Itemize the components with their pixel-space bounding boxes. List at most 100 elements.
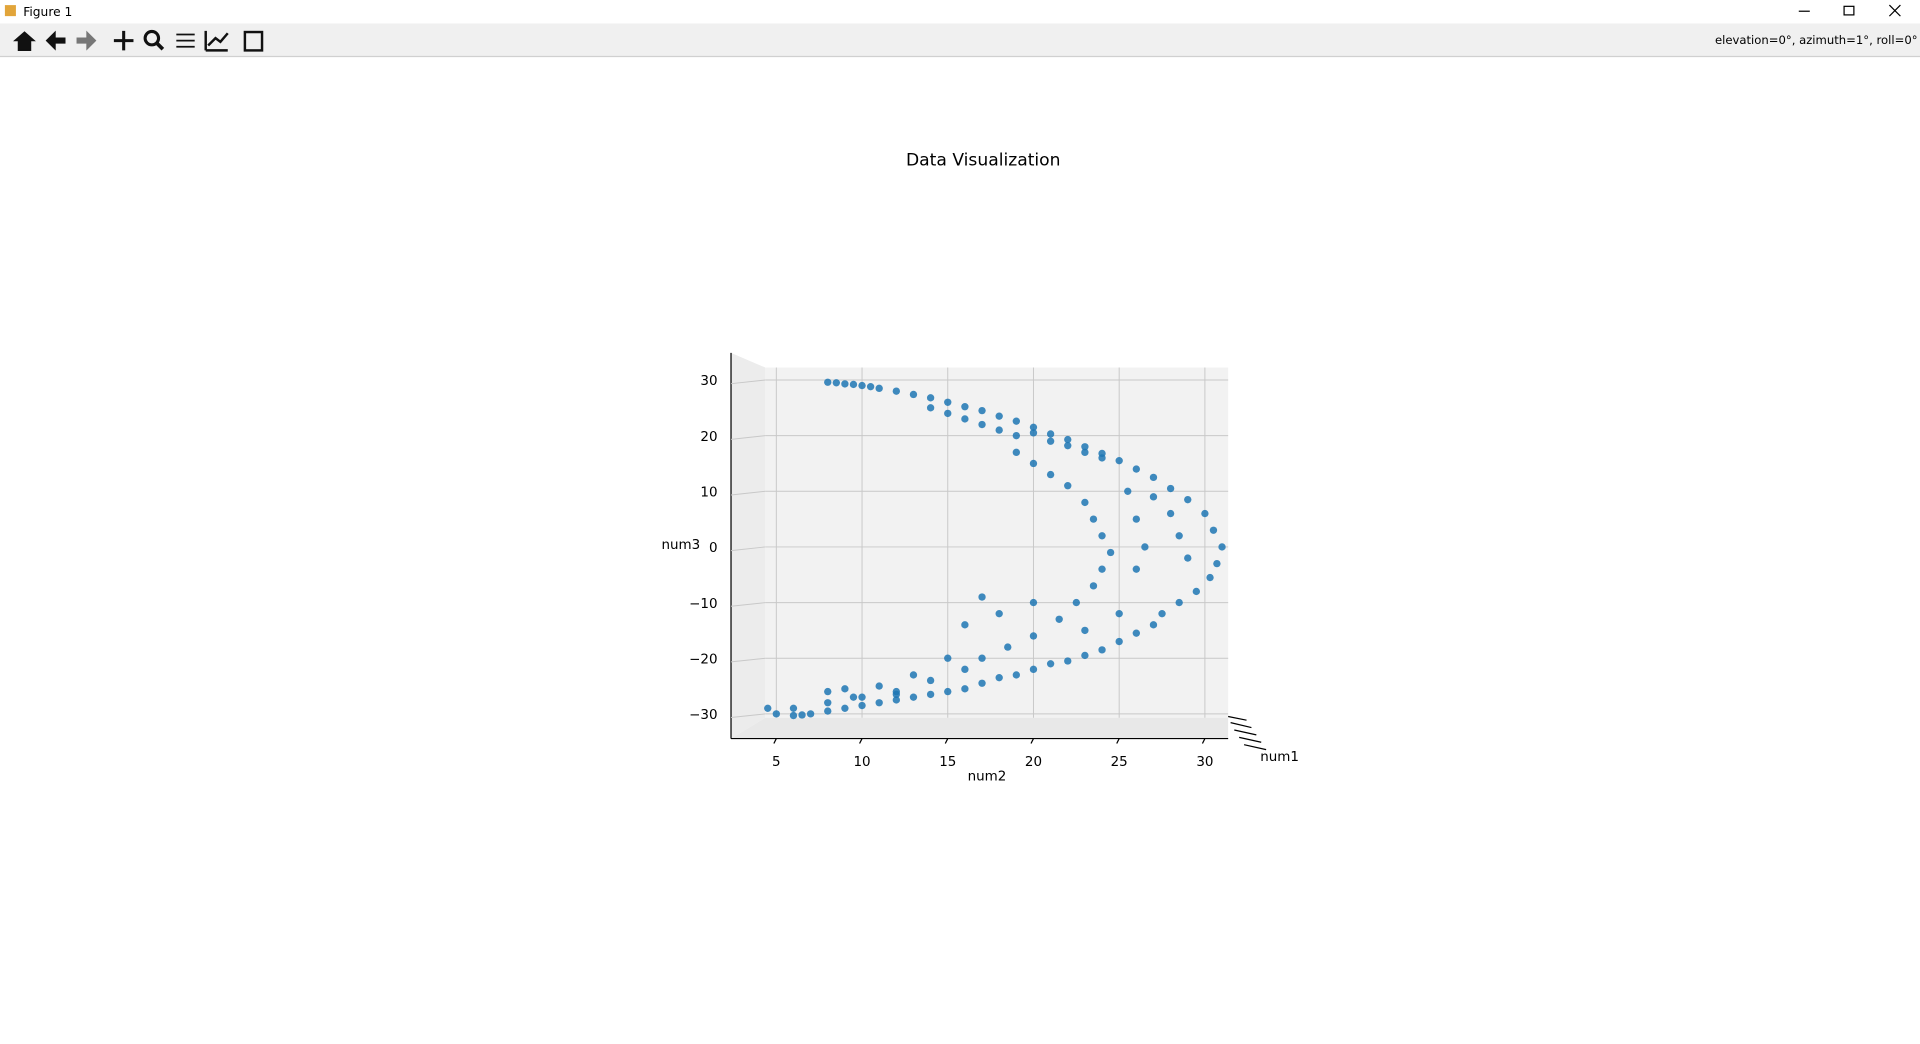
point xyxy=(1029,429,1038,437)
x-tick-label: 30 xyxy=(1196,755,1213,770)
point xyxy=(909,693,918,701)
point xyxy=(1124,487,1132,495)
point xyxy=(961,415,969,423)
save-button[interactable] xyxy=(243,30,264,52)
pan-button[interactable] xyxy=(113,30,134,51)
x-tick-label: 15 xyxy=(939,755,956,770)
point xyxy=(995,674,1003,682)
point xyxy=(892,696,900,704)
point xyxy=(1218,543,1226,551)
y-tick xyxy=(730,602,766,607)
point xyxy=(1098,532,1106,540)
point xyxy=(1029,632,1038,640)
point xyxy=(961,621,969,629)
close[interactable] xyxy=(1888,4,1901,17)
point xyxy=(764,704,772,712)
point xyxy=(875,682,883,690)
point xyxy=(849,380,858,389)
point xyxy=(1115,637,1123,646)
point xyxy=(1166,509,1175,518)
point xyxy=(789,711,798,720)
point xyxy=(892,690,900,699)
point xyxy=(1098,454,1106,462)
point xyxy=(824,699,832,707)
zoom-button[interactable] xyxy=(143,29,161,47)
title-bar xyxy=(0,0,1920,24)
forward-button[interactable] xyxy=(76,30,97,51)
point xyxy=(1012,448,1020,457)
point xyxy=(944,687,952,696)
point xyxy=(1149,473,1158,482)
point xyxy=(892,387,900,395)
point xyxy=(1184,554,1192,562)
point xyxy=(1012,417,1020,425)
point xyxy=(832,379,840,387)
point xyxy=(1132,565,1140,573)
y-tick-label: 0 xyxy=(709,541,718,556)
point xyxy=(1175,598,1183,607)
point xyxy=(978,654,986,662)
point xyxy=(961,403,969,411)
configure-button[interactable] xyxy=(176,33,195,48)
point xyxy=(824,707,832,715)
point xyxy=(944,409,952,418)
status-text: elevation=0°, azimuth=1°, roll=0° xyxy=(1715,33,1918,47)
point xyxy=(1206,573,1214,582)
point xyxy=(789,704,798,712)
point xyxy=(961,685,969,693)
window-controls xyxy=(1798,4,1901,17)
point xyxy=(1081,498,1089,507)
point xyxy=(978,593,986,601)
point xyxy=(1115,610,1123,618)
point xyxy=(1081,448,1089,457)
point xyxy=(1149,493,1158,501)
edit-button[interactable] xyxy=(204,30,229,52)
point xyxy=(1098,646,1106,654)
floor-pane xyxy=(731,717,1229,739)
x-tick xyxy=(859,738,863,744)
point xyxy=(909,671,918,679)
point xyxy=(1046,470,1055,479)
x-tick xyxy=(773,738,777,744)
app-icon xyxy=(4,5,16,17)
y-tick-label: 30 xyxy=(700,374,717,389)
point xyxy=(978,679,986,687)
x-axis-label: num2 xyxy=(968,770,1007,785)
point xyxy=(1158,610,1166,618)
y-tick xyxy=(730,546,766,552)
point xyxy=(1081,443,1089,451)
back-pane xyxy=(765,367,1229,718)
point xyxy=(849,693,858,701)
point xyxy=(1098,565,1106,573)
point xyxy=(1029,598,1038,607)
point xyxy=(995,412,1003,420)
point xyxy=(1132,465,1140,473)
point xyxy=(1132,629,1140,637)
window-title: Figure 1 xyxy=(23,5,72,19)
point xyxy=(1029,665,1038,674)
point xyxy=(1012,431,1020,440)
y-tick xyxy=(730,657,766,663)
point xyxy=(926,394,935,402)
point xyxy=(772,710,780,718)
point xyxy=(841,380,849,388)
point xyxy=(1029,423,1038,431)
point xyxy=(944,398,952,406)
toolbar-buttons xyxy=(13,29,264,52)
x-tick-label: 20 xyxy=(1025,755,1042,770)
point xyxy=(926,676,935,685)
maximize[interactable] xyxy=(1843,5,1855,16)
back-button[interactable] xyxy=(45,30,66,51)
point xyxy=(866,383,875,391)
point xyxy=(995,426,1003,434)
point xyxy=(1081,626,1089,635)
num1-ticks xyxy=(1228,715,1267,751)
point xyxy=(1141,543,1149,551)
home-button[interactable] xyxy=(13,31,36,52)
chart-title: Data Visualization xyxy=(906,151,1061,171)
point xyxy=(909,390,918,399)
point xyxy=(875,699,883,707)
point xyxy=(1106,548,1115,557)
x-tick-label: 25 xyxy=(1111,755,1128,770)
